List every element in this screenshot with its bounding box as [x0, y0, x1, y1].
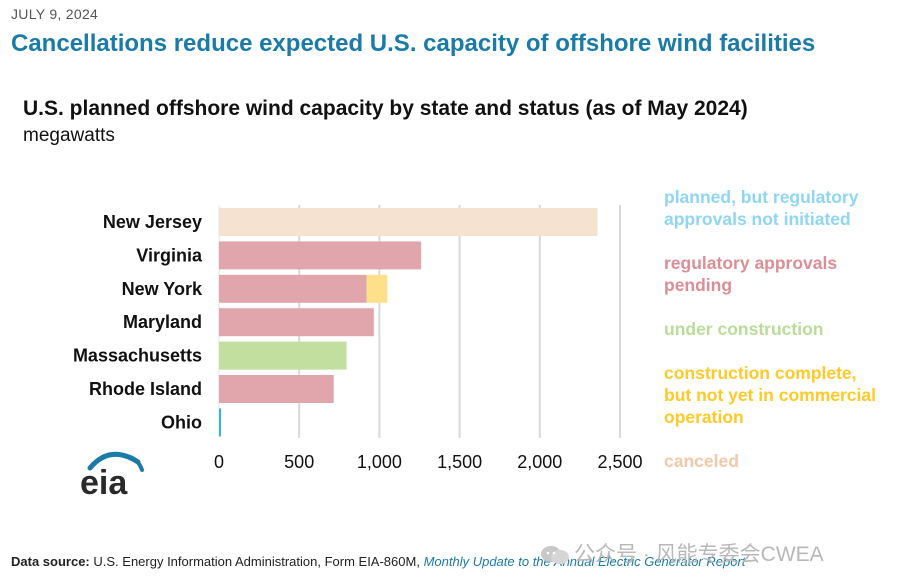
- legend-item: construction complete, but not yet in co…: [664, 363, 876, 427]
- bar-canceled: [219, 208, 598, 236]
- category-label: New York: [122, 279, 203, 299]
- x-tick-label: 2,500: [597, 452, 642, 472]
- eia-logo: eia: [76, 448, 148, 505]
- bar-group: [219, 208, 598, 437]
- category-label: Virginia: [136, 245, 203, 265]
- data-source: Data source: U.S. Energy Information Adm…: [11, 554, 745, 569]
- article-headline: Cancellations reduce expected U.S. capac…: [11, 30, 816, 57]
- logo-text: eia: [80, 464, 128, 500]
- category-label: Rhode Island: [89, 379, 202, 399]
- legend-item: planned, but regulatory approvals not in…: [664, 187, 859, 229]
- category-label: Maryland: [123, 312, 202, 332]
- x-tick-label: 1,000: [357, 452, 402, 472]
- x-tick-label: 1,500: [437, 452, 482, 472]
- date-label: JULY 9, 2024: [11, 6, 99, 22]
- chat-icon: [541, 546, 569, 565]
- category-label: Massachusetts: [73, 346, 202, 366]
- source-label: Data source:: [11, 554, 90, 569]
- category-label: New Jersey: [103, 212, 202, 232]
- source-link[interactable]: Monthly Update to the Annual Electric Ge…: [423, 554, 746, 569]
- bar-regulatory-approvals-pending: [219, 375, 334, 403]
- bar-under-construction: [219, 341, 347, 370]
- source-text: U.S. Energy Information Administration, …: [93, 554, 420, 569]
- category-labels: New Jersey Virginia New York Maryland Massac…: [73, 212, 203, 432]
- legend-item: canceled: [664, 451, 739, 471]
- bar-regulatory-approvals-pending: [219, 241, 422, 270]
- x-tick-label: 2,000: [517, 452, 562, 472]
- chart-subtitle: megawatts: [23, 125, 115, 146]
- chart-title: U.S. planned offshore wind capacity by s…: [23, 97, 748, 120]
- watermark: 公众号 · 风能专委会CWEA: [540, 538, 824, 568]
- legend-item: under construction: [664, 319, 824, 339]
- x-tick-label: 0: [214, 452, 224, 472]
- legend-item: regulatory approvals pending: [664, 253, 838, 295]
- eia-logo-icon: eia: [80, 451, 144, 502]
- bar-regulatory-approvals-pending: [219, 308, 374, 337]
- bar-planned-but-regulatory-approvals-not-initiated: [219, 408, 221, 437]
- x-tick-label: 500: [284, 452, 314, 472]
- watermark-text: 公众号 · 风能专委会CWEA: [574, 543, 824, 566]
- x-tick-labels: 0 500 1,000 1,500 2,000 2,500: [214, 452, 643, 472]
- bar-regulatory-approvals-pending: [219, 274, 367, 303]
- category-label: Ohio: [161, 412, 202, 432]
- bar-construction-complete-but-not-yet-in-commercial-operation: [366, 274, 388, 303]
